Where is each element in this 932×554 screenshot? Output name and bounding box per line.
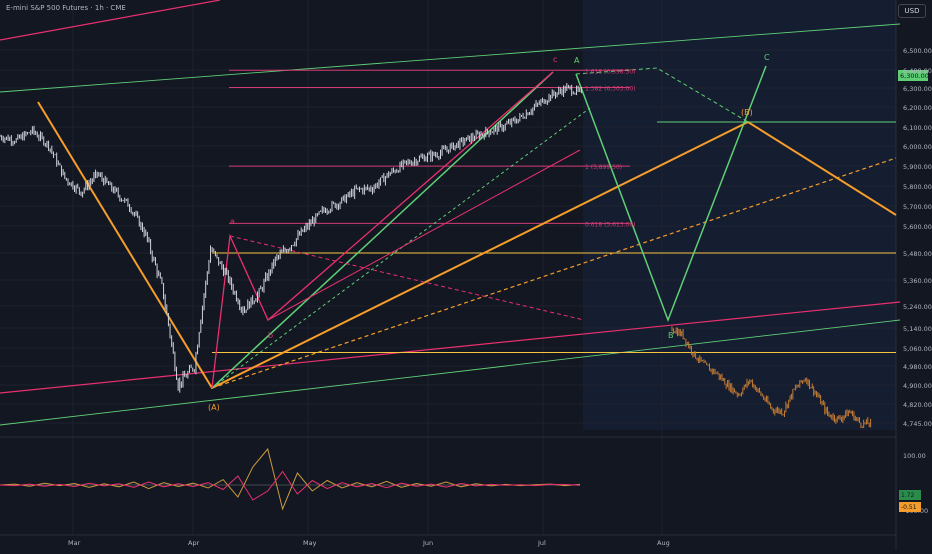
y-tick-label: 6,400.00: [903, 67, 932, 75]
wave-label: C: [764, 53, 770, 62]
green-impulse-line: [211, 71, 554, 389]
orange-wave-path: [37, 101, 897, 390]
y-tick-label: 5,600.00: [903, 223, 932, 231]
y-tick-label: 6,500.00: [903, 47, 932, 55]
osc-badge: [899, 502, 921, 512]
green-channel-top: [0, 23, 901, 93]
wave-label: b: [268, 331, 273, 340]
wave-label: c: [553, 55, 557, 64]
fib-label: 1 (5,899.50): [585, 164, 622, 171]
fib-label: 1.382 (6,303.00): [585, 85, 635, 92]
wave-label: B: [668, 331, 674, 340]
x-tick-label: May: [303, 539, 317, 547]
y-tick-label: 4,900.00: [903, 382, 932, 390]
wave-label: A: [574, 56, 580, 65]
osc-badge-label: 1.72: [901, 492, 915, 499]
y-tick-label: 5,900.00: [903, 163, 932, 171]
y-tick-label: 5,060.00: [903, 345, 932, 353]
osc-series-line: [0, 447, 581, 511]
y-tick-label: 5,140.00: [903, 325, 932, 333]
y-tick-label: 4,820.00: [903, 401, 932, 409]
y-tick-label: 5,240.00: [903, 303, 932, 311]
pink-abc-path: [211, 71, 554, 389]
osc-badge-label: -0.51: [901, 504, 917, 511]
price-badge: [898, 70, 928, 81]
x-tick-label: Aug: [657, 539, 670, 547]
green-channel-bottom: [0, 319, 901, 426]
osc-badge: [899, 490, 921, 500]
y-tick-label: 6,300.00: [903, 85, 932, 93]
fib-label: 1.618 (6,398.50): [585, 68, 635, 75]
y-tick-label: 4,745.00: [903, 420, 932, 428]
x-tick-label: Apr: [188, 539, 200, 547]
y-tick-label: 5,700.00: [903, 203, 932, 211]
green-abc-path: [575, 65, 767, 323]
osc-tick-label: 100.00: [903, 452, 926, 460]
x-tick-label: Jun: [422, 539, 433, 547]
y-tick-label: 6,000.00: [903, 143, 932, 151]
orange-dashed-line: [211, 157, 897, 389]
pink-dashed-line: [229, 235, 585, 321]
osc-series-line: [0, 470, 581, 501]
currency-button[interactable]: USD: [898, 4, 926, 18]
y-tick-label: 5,360.00: [903, 277, 932, 285]
y-tick-label: 5,800.00: [903, 183, 932, 191]
wave-label: a: [230, 217, 235, 226]
fib-label: 0.618 (5,613.00): [585, 221, 635, 228]
pink-channel-bottom: [0, 301, 901, 394]
pink-channel-top: [0, 0, 221, 41]
forecast-zone: [583, 0, 896, 430]
pink-channel-lower: [267, 149, 581, 321]
chart-title: E-mini S&P 500 Futures · 1h · CME: [6, 4, 126, 12]
y-tick-label: 4,980.00: [903, 363, 932, 371]
price-badge-label: 6,300.00: [900, 72, 929, 80]
y-tick-label: 6,200.00: [903, 104, 932, 112]
y-tick-label: 5,480.00: [903, 250, 932, 258]
wave-label: (B): [741, 108, 753, 117]
x-tick-label: Mar: [68, 539, 81, 547]
x-tick-label: Jul: [537, 539, 546, 547]
y-tick-label: 6,100.00: [903, 124, 932, 132]
wave-label: (A): [208, 403, 220, 412]
